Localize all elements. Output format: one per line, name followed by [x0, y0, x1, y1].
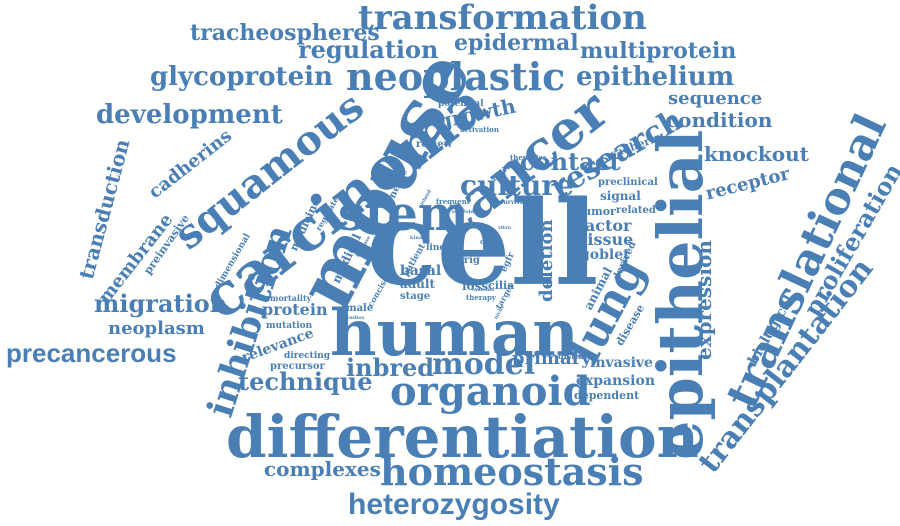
word-primary: primary: [512, 348, 592, 369]
word-organoid: organoid: [390, 368, 591, 415]
word-expression: expression: [692, 240, 716, 360]
word-lrig: lrig: [460, 255, 480, 266]
word-sequence: sequence: [668, 88, 763, 109]
word-survival: survival: [500, 199, 527, 206]
word-stem: stem: [338, 186, 469, 242]
word-culture: culture: [460, 169, 574, 202]
word-heterozygosity: heterozygosity: [348, 488, 560, 521]
word-scaffold: scaffold: [452, 209, 474, 215]
word-line: line: [426, 243, 446, 253]
word-neoplasm: neoplasm: [108, 318, 205, 339]
word-studies: studies: [344, 315, 365, 321]
word-loss: loss: [462, 279, 489, 293]
word-expansion: expansion: [576, 373, 656, 389]
word-development: development: [96, 100, 283, 130]
word-protein: protein: [262, 300, 328, 319]
word-potential: potential: [438, 99, 484, 109]
word-condition: condition: [666, 108, 773, 132]
word-technique: technique: [238, 367, 373, 396]
word-human: human: [330, 296, 579, 371]
word-contact: contact: [520, 147, 621, 176]
word-mortality: mortality: [270, 293, 312, 303]
word-invasive: invasive: [590, 355, 653, 371]
word-directing: directing: [284, 351, 331, 361]
word-inbred: inbred: [346, 353, 435, 382]
word-therapy: therapy: [466, 293, 496, 302]
word-neoplastic: neoplastic: [346, 54, 566, 99]
word-basal: basal: [400, 263, 442, 279]
word-frequent: frequent: [436, 197, 470, 206]
word-cilia: cilia: [488, 279, 515, 292]
word-homeostasis: homeostasis: [380, 449, 644, 494]
word-male: male: [346, 303, 374, 314]
word-preclinical: preclinical: [598, 177, 658, 188]
word-signal: signal: [600, 189, 641, 203]
word-tumor: tumor: [578, 205, 616, 218]
word-distinct: distinct: [558, 351, 593, 361]
word-related: related: [616, 205, 656, 216]
word-precursor: precursor: [270, 361, 325, 372]
word-model: model: [432, 347, 536, 382]
word-kinase: kinase: [410, 235, 429, 241]
word-cell: cell: [366, 176, 599, 312]
word-factor: factor: [578, 216, 632, 235]
word-organ: organ: [480, 237, 503, 246]
word-review: review: [416, 139, 453, 150]
word-vitro: vitro: [498, 225, 512, 231]
word-epidermal: epidermal: [454, 30, 579, 56]
word-migration: migration: [94, 289, 228, 318]
word-complexes: complexes: [264, 457, 381, 481]
word-epithelium: epithelium: [576, 62, 735, 92]
word-differentiation: differentiation: [226, 403, 699, 471]
word-glycoprotein: glycoprotein: [150, 62, 333, 92]
word-mutation: mutation: [266, 321, 313, 331]
word-precancerous: precancerous: [6, 338, 177, 368]
word-tissue: tissue: [580, 230, 634, 249]
word-dependent: dependent: [574, 389, 640, 402]
word-receptor: receptor: [703, 163, 792, 205]
word-transformation: transformation: [358, 0, 647, 38]
word-tracheospheres: tracheospheres: [190, 20, 380, 46]
word-stage: stage: [400, 291, 431, 302]
word-multiprotein: multiprotein: [580, 38, 737, 64]
word-adult: adult: [400, 277, 435, 291]
word-deletion: deletion: [536, 219, 557, 302]
word-regulation: regulation: [298, 35, 439, 64]
word-goblet: goblet: [580, 247, 630, 263]
word-activation: activation: [460, 125, 499, 134]
word-systems: systems: [472, 287, 495, 293]
word-knockout: knockout: [704, 142, 809, 166]
word-therapies: therapies: [510, 153, 547, 162]
